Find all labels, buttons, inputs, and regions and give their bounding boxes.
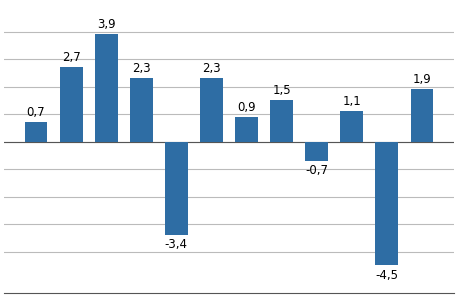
Text: 0,7: 0,7 xyxy=(27,106,45,119)
Bar xyxy=(235,117,258,142)
Text: -4,5: -4,5 xyxy=(376,269,398,282)
Bar xyxy=(305,142,328,161)
Text: 1,1: 1,1 xyxy=(343,95,361,108)
Text: 0,9: 0,9 xyxy=(237,101,256,113)
Text: 2,3: 2,3 xyxy=(132,62,151,75)
Bar xyxy=(410,89,433,142)
Bar xyxy=(376,142,398,265)
Text: 3,9: 3,9 xyxy=(97,18,115,31)
Bar xyxy=(60,67,82,142)
Bar xyxy=(130,78,153,142)
Bar xyxy=(25,122,48,142)
Text: 2,3: 2,3 xyxy=(202,62,221,75)
Bar xyxy=(95,34,118,142)
Bar xyxy=(340,111,363,142)
Bar xyxy=(165,142,188,235)
Text: 1,9: 1,9 xyxy=(413,73,431,86)
Text: -3,4: -3,4 xyxy=(165,238,188,251)
Text: -0,7: -0,7 xyxy=(305,164,328,177)
Bar xyxy=(270,100,293,142)
Bar xyxy=(200,78,223,142)
Text: 1,5: 1,5 xyxy=(273,84,291,97)
Text: 2,7: 2,7 xyxy=(62,51,81,64)
